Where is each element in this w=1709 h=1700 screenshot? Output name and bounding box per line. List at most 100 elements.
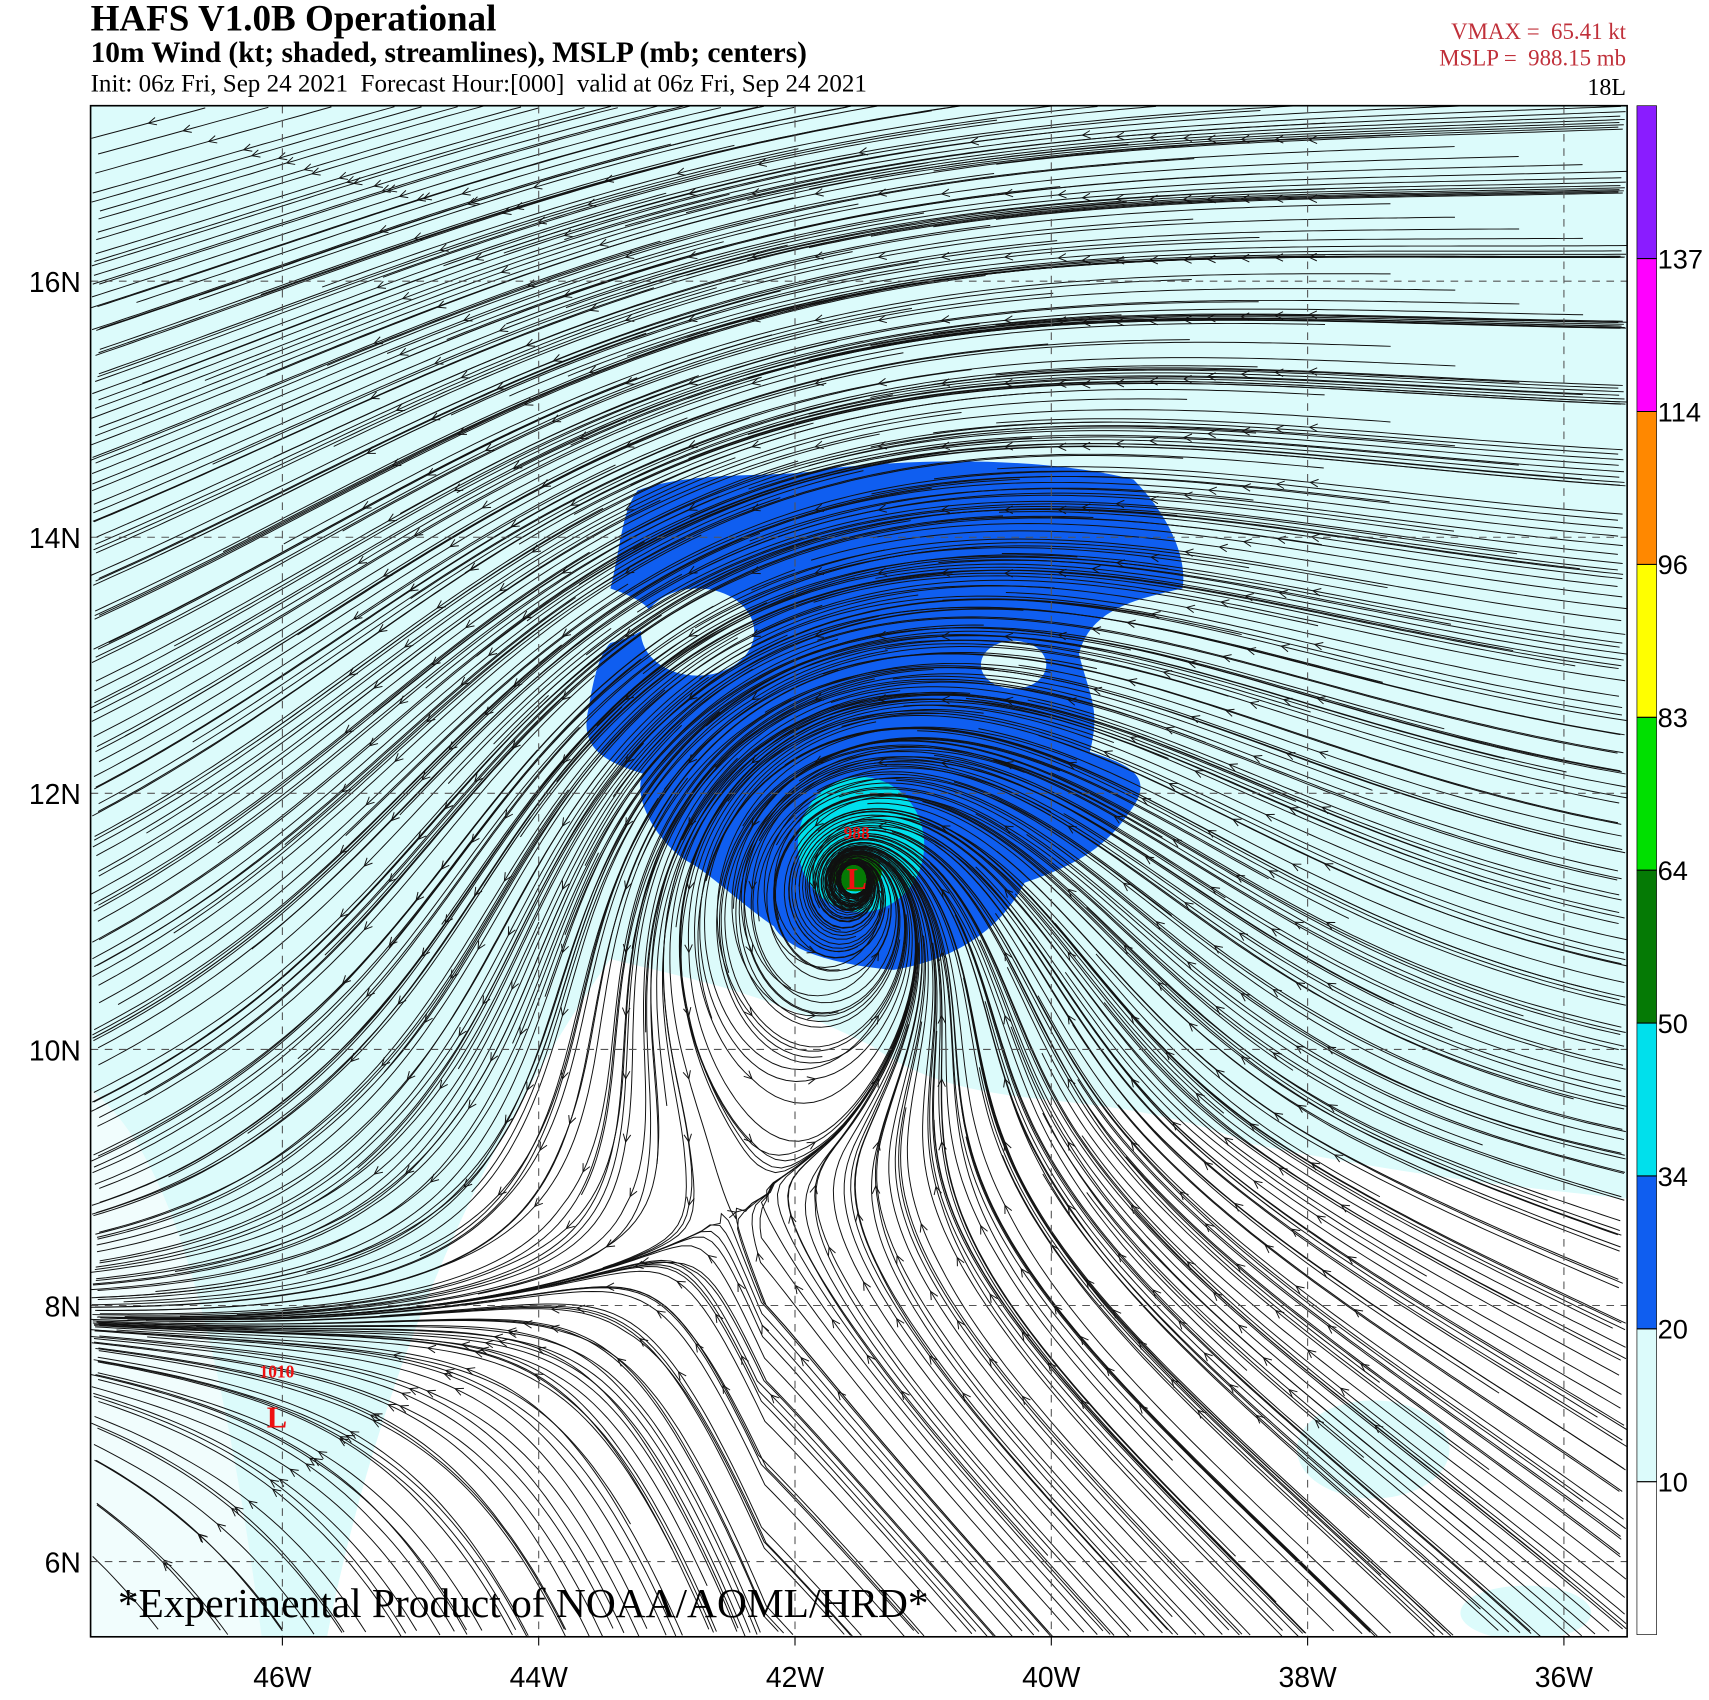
- streamline: [871, 124, 1624, 180]
- stream-arrow: [1004, 1204, 1013, 1214]
- stream-arrow: [449, 539, 459, 548]
- stream-arrow: [755, 1251, 764, 1262]
- stream-arrow: [814, 566, 824, 575]
- stream-arrow: [1274, 424, 1285, 434]
- stream-arrow: [1219, 599, 1230, 608]
- stream-arrow: [526, 1081, 535, 1092]
- stream-arrow: [464, 619, 475, 629]
- stream-arrow: [1080, 1399, 1090, 1410]
- stream-arrow: [814, 629, 824, 638]
- streamline: [727, 712, 1626, 961]
- stream-arrow: [1272, 988, 1282, 998]
- shading: [980, 640, 1047, 689]
- stream-arrow: [1020, 1267, 1029, 1278]
- streamline: [90, 173, 995, 461]
- streamline: [699, 595, 1622, 716]
- stream-arrow: [1323, 863, 1334, 871]
- colorbar-label: 64: [1658, 855, 1688, 886]
- streamline: [91, 852, 599, 1291]
- streamlines: [90, 105, 1628, 1637]
- streamline: [93, 1338, 614, 1629]
- subtitle: 10m Wind (kt; shaded, streamlines), MSLP…: [91, 37, 807, 69]
- streamline: [1014, 893, 1621, 1361]
- streamline: [91, 203, 859, 475]
- stream-arrow: [683, 1007, 692, 1017]
- streamline: [855, 739, 1626, 1034]
- stream-arrow: [550, 1305, 560, 1314]
- stream-arrow: [1249, 1123, 1259, 1132]
- stream-arrow: [1249, 700, 1260, 710]
- shading: [327, 958, 1628, 1637]
- stream-arrow: [1242, 538, 1253, 547]
- stream-arrow: [757, 158, 768, 167]
- streamline: [382, 105, 1157, 278]
- streamline: [1010, 1026, 1596, 1635]
- stream-arrow: [372, 1413, 383, 1421]
- stream-arrow: [1157, 981, 1167, 991]
- stream-arrow: [687, 503, 698, 511]
- colorbar-segment: [1636, 258, 1657, 412]
- streamline: [91, 520, 911, 1112]
- stream-arrow: [686, 1196, 695, 1207]
- streamline: [875, 566, 1622, 667]
- streamline: [1026, 834, 1625, 1174]
- storm-id: 18L: [1587, 75, 1626, 101]
- stream-arrow: [496, 381, 507, 390]
- stream-arrow: [750, 440, 761, 449]
- stream-arrow: [363, 857, 373, 867]
- stream-arrow: [1326, 1325, 1337, 1334]
- lon-tick-label: 40W: [1022, 1662, 1081, 1694]
- stream-arrow: [751, 754, 761, 764]
- stream-arrow: [533, 1373, 544, 1382]
- stream-arrow: [1373, 1424, 1384, 1434]
- streamline: [922, 801, 1622, 1236]
- streamline: [978, 728, 1625, 983]
- stream-arrow: [125, 1590, 135, 1601]
- stream-arrow: [339, 908, 349, 918]
- streamline: [95, 158, 1195, 464]
- stream-arrow: [1285, 752, 1296, 761]
- stream-arrow: [1223, 1137, 1234, 1146]
- stream-arrow: [1067, 1014, 1076, 1025]
- streamline: [93, 724, 683, 1286]
- stream-arrow: [1291, 863, 1302, 872]
- stream-arrow: [1114, 378, 1125, 388]
- streamline: [99, 698, 792, 1315]
- stream-arrow: [1003, 378, 1014, 388]
- streamline: [97, 1372, 483, 1631]
- stream-arrow: [624, 502, 635, 511]
- stream-arrow: [1122, 882, 1133, 892]
- stream-arrow: [1210, 886, 1221, 895]
- streamline: [98, 627, 612, 1066]
- stream-arrow: [426, 467, 437, 476]
- stream-arrow: [1307, 135, 1318, 144]
- stream-arrow: [1021, 1395, 1031, 1405]
- stream-arrow: [656, 1310, 666, 1319]
- streamline: [98, 541, 645, 941]
- streamline: [94, 726, 580, 1185]
- stream-arrow: [989, 1293, 998, 1303]
- streamline: [1037, 995, 1624, 1520]
- stream-arrow: [511, 739, 521, 750]
- stream-arrow: [604, 174, 615, 183]
- stream-arrow: [461, 187, 471, 196]
- stream-arrow: [1325, 921, 1336, 930]
- stream-arrow: [1182, 433, 1193, 443]
- stream-arrow: [521, 610, 532, 620]
- streamline: [94, 422, 814, 837]
- stream-arrow: [500, 265, 511, 274]
- colorbar-segment: [1636, 105, 1657, 259]
- streamline: [98, 1347, 567, 1631]
- stream-arrow: [230, 1507, 241, 1517]
- stream-arrow: [426, 1389, 436, 1398]
- stream-arrow: [1178, 1320, 1188, 1330]
- map-frame: [89, 104, 1628, 1638]
- stream-arrow: [1309, 478, 1319, 488]
- stream-arrow: [687, 377, 698, 386]
- lat-tick-label: 14N: [29, 523, 81, 555]
- stream-arrow: [1091, 626, 1102, 635]
- stream-arrow: [877, 377, 888, 387]
- stream-arrow: [303, 163, 314, 172]
- streamline: [97, 105, 765, 308]
- stream-arrow: [687, 187, 698, 197]
